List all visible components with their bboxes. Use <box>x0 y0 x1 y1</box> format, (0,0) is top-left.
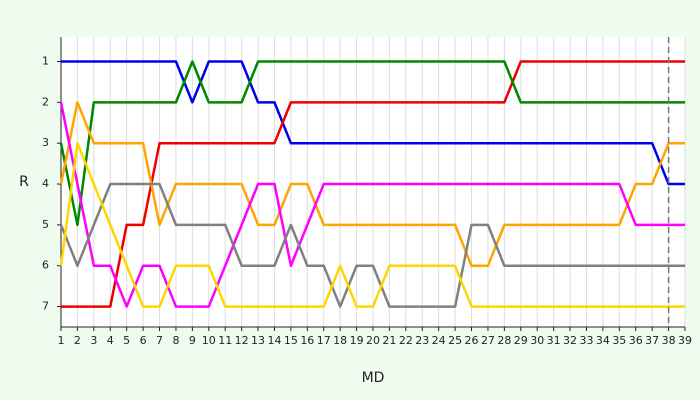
x-tick-label: 13 <box>251 334 265 347</box>
x-tick-label: 22 <box>399 334 413 347</box>
x-tick-label: 28 <box>497 334 511 347</box>
x-tick-label: 25 <box>448 334 462 347</box>
x-tick-label: 2 <box>74 334 81 347</box>
x-tick-label: 35 <box>612 334 626 347</box>
x-tick-label: 32 <box>563 334 577 347</box>
y-tick-label: 1 <box>42 55 49 68</box>
series-line <box>59 141 685 308</box>
x-tick-label: 27 <box>481 334 495 347</box>
series-line <box>59 60 685 227</box>
x-tick-label: 9 <box>189 334 196 347</box>
x-tick-label: 36 <box>629 334 643 347</box>
y-tick-label: 6 <box>42 259 49 272</box>
x-tick-label: 23 <box>415 334 429 347</box>
x-tick-label: 11 <box>218 334 232 347</box>
x-tick-label: 39 <box>678 334 692 347</box>
x-tick-label: 34 <box>596 334 610 347</box>
x-tick-label: 30 <box>530 334 544 347</box>
series-line <box>59 182 685 308</box>
x-tick-label: 37 <box>645 334 659 347</box>
x-tick-label: 5 <box>123 334 130 347</box>
x-tick-label: 18 <box>333 334 347 347</box>
x-tick-label: 12 <box>235 334 249 347</box>
x-axis-title: MD <box>362 370 385 386</box>
x-tick-label: 19 <box>350 334 364 347</box>
x-tick-label: 26 <box>465 334 479 347</box>
x-tick-label: 24 <box>432 334 446 347</box>
x-tick-label: 14 <box>267 334 281 347</box>
x-tick-label: 20 <box>366 334 380 347</box>
y-tick-label: 5 <box>42 218 49 231</box>
y-tick-label: 3 <box>42 136 49 149</box>
x-tick-label: 7 <box>156 334 163 347</box>
y-tick-label: 2 <box>42 95 49 108</box>
x-tick-label: 38 <box>662 334 676 347</box>
x-tick-label: 17 <box>317 334 331 347</box>
series-line <box>59 101 685 267</box>
x-tick-label: 3 <box>90 334 97 347</box>
x-tick-label: 4 <box>107 334 114 347</box>
x-tick-label: 1 <box>58 334 65 347</box>
series-line <box>61 60 685 186</box>
x-tick-label: 10 <box>202 334 216 347</box>
x-tick-label: 6 <box>140 334 147 347</box>
x-tick-label: 21 <box>382 334 396 347</box>
y-tick-label: 7 <box>42 300 49 313</box>
x-tick-label: 29 <box>514 334 528 347</box>
series-line <box>59 102 685 308</box>
x-tick-label: 15 <box>284 334 298 347</box>
series-line <box>61 60 685 308</box>
x-tick-label: 8 <box>172 334 179 347</box>
x-tick-label: 31 <box>547 334 561 347</box>
y-axis-title: R <box>19 174 29 190</box>
x-tick-label: 16 <box>300 334 314 347</box>
x-tick-label: 33 <box>579 334 593 347</box>
y-tick-label: 4 <box>42 177 49 190</box>
